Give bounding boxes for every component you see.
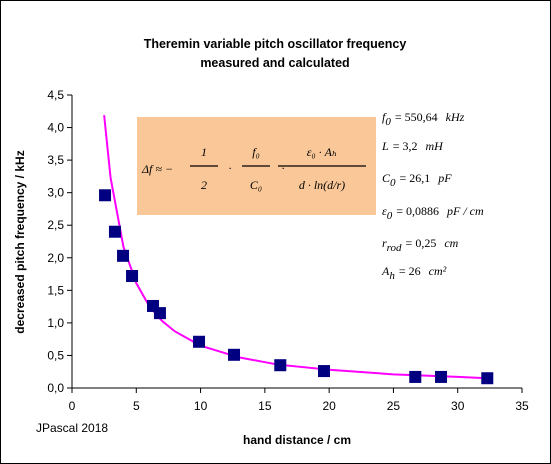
- marker: [99, 189, 112, 202]
- parameter: ε0 = 0,0886 pF / cm: [382, 204, 484, 222]
- parameter-symbol: A: [381, 264, 390, 278]
- formula-lhs: Δf ≈ −: [141, 162, 173, 176]
- parameter-unit: cm: [444, 236, 458, 250]
- parameter: f0 = 550,64 kHz: [382, 110, 465, 128]
- y-tick-label: 2,5: [47, 218, 64, 232]
- parameter-unit: mH: [425, 139, 444, 153]
- plot-area: 0,00,51,01,52,02,53,03,54,04,50 5 10 15 20 25…: [47, 88, 529, 413]
- marker: [117, 249, 130, 262]
- marker: [153, 307, 166, 320]
- marker: [228, 348, 240, 361]
- formula-dot: ·: [229, 161, 232, 175]
- denominator: d · ln(d/r): [299, 178, 345, 192]
- annotation: JPascal 2018: [36, 421, 108, 435]
- numerator: f₀: [252, 145, 260, 159]
- y-tick-label: 3,5: [47, 153, 64, 167]
- parameter-unit: pF / cm: [446, 204, 484, 218]
- denominator: 2: [201, 178, 207, 192]
- marker: [409, 370, 422, 383]
- parameter-symbol: f: [382, 110, 387, 124]
- parameter-unit: pF: [437, 171, 452, 185]
- x-tick-label: 10: [194, 399, 208, 413]
- marker: [318, 365, 330, 378]
- x-tick-label: 15: [258, 399, 272, 413]
- x-axis-label: hand distance / cm: [243, 433, 351, 447]
- parameter-subscript: 0: [385, 116, 391, 128]
- parameter: C0 = 26,1 pF: [382, 171, 452, 189]
- x-tick-label: 20: [322, 399, 336, 413]
- parameter-unit: cm²: [429, 264, 447, 278]
- marker: [274, 359, 287, 372]
- numerator: ε₀ · Aₕ: [307, 145, 337, 159]
- y-tick-label: 1,0: [47, 316, 64, 330]
- y-tick-label: 4,0: [47, 121, 64, 135]
- parameter-symbol: r: [382, 236, 387, 250]
- marker: [126, 270, 139, 283]
- y-tick-label: 3,0: [47, 186, 64, 200]
- parameter-symbol: ε: [382, 204, 387, 218]
- parameter-value: = 0,0886: [396, 204, 439, 218]
- parameter: L = 3,2 mH: [381, 139, 444, 153]
- marker: [108, 225, 121, 238]
- y-tick-label: 2,0: [47, 251, 64, 265]
- y-tick-label: 1,5: [47, 283, 64, 297]
- x-tick-label: 5: [133, 399, 140, 413]
- y-tick-label: 0,5: [47, 348, 64, 362]
- parameter: Ah = 26 cm²: [381, 264, 447, 282]
- parameter-subscript: h: [389, 270, 395, 282]
- parameter-value: = 26: [399, 264, 421, 278]
- x-tick-label: 30: [451, 399, 465, 413]
- formula: Δf ≈ − 1 2 · f₀ C₀ · ε₀ · Aₕ d · ln(d/r): [137, 117, 376, 215]
- parameter-value: = 26,1: [400, 171, 431, 185]
- parameter-subscript: 0: [387, 210, 393, 222]
- y-tick-label: 0,0: [47, 381, 64, 395]
- x-tick-label: 0: [69, 399, 76, 413]
- denominator: C₀: [250, 178, 262, 192]
- marker: [435, 370, 447, 383]
- parameter-symbol: C: [382, 171, 391, 185]
- y-axis-label: decreased pitch frequency / kHz: [13, 150, 27, 333]
- chart-title: Theremin variable pitch oscillator frequ…: [144, 37, 407, 51]
- numerator: 1: [201, 145, 207, 159]
- x-tick-label: 25: [387, 399, 401, 413]
- parameter-value: = 550,64: [395, 110, 438, 124]
- parameter-symbol: L: [381, 139, 389, 153]
- parameter-value: = 0,25: [406, 236, 437, 250]
- x-tick-label: 35: [515, 399, 529, 413]
- marker: [481, 372, 494, 385]
- parameter-subscript: 0: [390, 177, 396, 189]
- chart-subtitle: measured and calculated: [200, 56, 349, 70]
- y-tick-label: 4,5: [47, 88, 64, 102]
- parameter-unit: kHz: [446, 110, 465, 124]
- parameter-value: = 3,2: [393, 139, 418, 153]
- marker: [193, 335, 206, 348]
- formula-dot: ·: [282, 161, 285, 175]
- parameter: rrod = 0,25 cm: [382, 236, 459, 254]
- parameter-subscript: rod: [387, 242, 402, 254]
